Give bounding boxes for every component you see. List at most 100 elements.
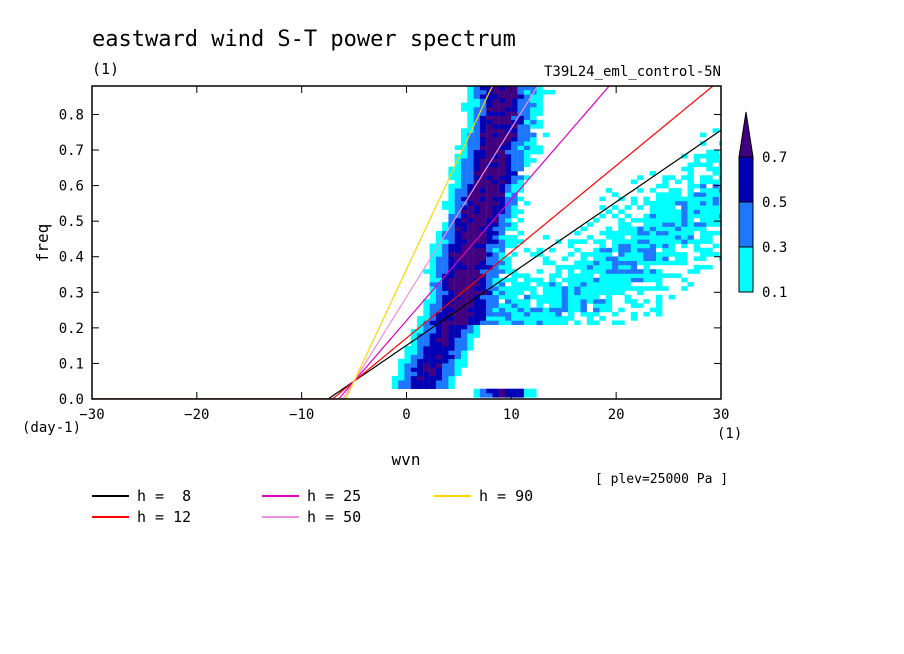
spectrum-cell bbox=[523, 115, 531, 121]
spectrum-cell bbox=[448, 273, 455, 278]
spectrum-cell bbox=[593, 294, 600, 300]
spectrum-cell bbox=[448, 256, 455, 261]
spectrum-cell bbox=[505, 269, 512, 274]
spectrum-cell bbox=[479, 252, 487, 257]
spectrum-cell bbox=[498, 115, 506, 121]
spectrum-cell bbox=[517, 188, 524, 193]
spectrum-cell bbox=[523, 388, 531, 394]
spectrum-cell bbox=[461, 222, 468, 227]
spectrum-cell bbox=[681, 166, 688, 172]
spectrum-cell bbox=[486, 166, 493, 172]
spectrum-cell bbox=[580, 256, 587, 261]
spectrum-cell bbox=[662, 235, 669, 240]
spectrum-cell bbox=[681, 222, 688, 227]
spectrum-cell bbox=[467, 311, 474, 317]
spectrum-cell bbox=[656, 277, 663, 283]
spectrum-cell bbox=[530, 149, 537, 155]
spectrum-cell bbox=[473, 107, 480, 112]
spectrum-cell bbox=[486, 303, 493, 308]
spectrum-cell bbox=[505, 128, 512, 133]
spectrum-cell bbox=[687, 230, 694, 236]
spectrum-cell bbox=[662, 213, 669, 219]
spectrum-cell bbox=[492, 239, 499, 244]
spectrum-cell bbox=[674, 200, 682, 206]
spectrum-cell bbox=[498, 226, 506, 232]
spectrum-cell bbox=[473, 235, 480, 240]
spectrum-cell bbox=[505, 188, 512, 193]
spectrum-cell bbox=[486, 132, 493, 138]
spectrum-cell bbox=[461, 141, 468, 146]
spectrum-cell bbox=[593, 311, 600, 317]
spectrum-cell bbox=[454, 205, 462, 210]
spectrum-cell bbox=[467, 290, 474, 296]
spectrum-cell bbox=[505, 222, 512, 227]
spectrum-cell bbox=[404, 380, 411, 385]
spectrum-cell bbox=[473, 149, 480, 155]
spectrum-cell bbox=[523, 273, 531, 278]
spectrum-cell bbox=[674, 260, 682, 266]
spectrum-cell bbox=[448, 375, 455, 381]
spectrum-cell bbox=[498, 162, 506, 168]
spectrum-cell bbox=[505, 141, 512, 146]
spectrum-cell bbox=[398, 358, 405, 364]
spectrum-cell bbox=[630, 303, 638, 308]
x-tick-label: 20 bbox=[608, 407, 625, 423]
spectrum-cell bbox=[637, 230, 644, 236]
spectrum-cell bbox=[479, 299, 487, 304]
spectrum-cell bbox=[486, 264, 493, 270]
spectrum-cell bbox=[486, 269, 493, 274]
x-tick-label: −30 bbox=[79, 407, 104, 423]
chart-title: eastward wind S-T power spectrum bbox=[92, 27, 516, 52]
spectrum-cell bbox=[454, 230, 462, 236]
spectrum-cell bbox=[567, 286, 575, 291]
dispersion-curve bbox=[92, 86, 714, 399]
spectrum-cell bbox=[542, 299, 550, 304]
spectrum-cell bbox=[549, 303, 556, 308]
spectrum-cell bbox=[712, 252, 719, 257]
spectrum-cell bbox=[479, 247, 487, 253]
spectrum-cell bbox=[461, 179, 468, 185]
spectrum-cell bbox=[467, 158, 474, 163]
spectrum-cell bbox=[561, 320, 569, 325]
spectrum-cell bbox=[473, 128, 480, 133]
spectrum-cell bbox=[681, 239, 688, 244]
spectrum-cell bbox=[498, 192, 506, 197]
spectrum-cell bbox=[498, 307, 506, 313]
spectrum-cell bbox=[479, 128, 487, 133]
spectrum-cell bbox=[398, 363, 405, 368]
spectrum-cell bbox=[448, 252, 455, 257]
spectrum-cell bbox=[479, 196, 487, 202]
spectrum-cell bbox=[511, 277, 518, 283]
spectrum-cell bbox=[649, 252, 657, 257]
spectrum-cell bbox=[561, 303, 569, 308]
spectrum-cell bbox=[630, 277, 638, 283]
spectrum-cell bbox=[574, 282, 581, 287]
spectrum-cell bbox=[423, 324, 430, 330]
spectrum-cell bbox=[435, 264, 443, 270]
spectrum-cell bbox=[492, 264, 499, 270]
spectrum-cell bbox=[448, 363, 455, 368]
spectrum-cell bbox=[435, 367, 443, 372]
spectrum-cell bbox=[498, 166, 506, 172]
spectrum-cell bbox=[593, 286, 600, 291]
spectrum-cell bbox=[479, 256, 487, 261]
spectrum-cell bbox=[656, 218, 663, 223]
spectrum-cell bbox=[467, 205, 474, 210]
spectrum-cell bbox=[448, 247, 455, 253]
spectrum-cell bbox=[511, 94, 518, 99]
spectrum-cell bbox=[429, 256, 436, 261]
spectrum-cell bbox=[700, 200, 707, 206]
spectrum-cell bbox=[473, 94, 480, 99]
spectrum-cell bbox=[605, 307, 613, 313]
spectrum-cell bbox=[593, 264, 600, 270]
spectrum-cell bbox=[492, 111, 499, 116]
spectrum-cell bbox=[492, 128, 499, 133]
spectrum-cell bbox=[435, 269, 443, 274]
spectrum-cell bbox=[410, 346, 418, 351]
spectrum-cell bbox=[398, 375, 405, 381]
spectrum-cell bbox=[511, 111, 518, 116]
spectrum-cell bbox=[467, 346, 474, 351]
spectrum-cell bbox=[454, 282, 462, 287]
spectrum-cell bbox=[643, 226, 650, 232]
spectrum-cell bbox=[454, 256, 462, 261]
